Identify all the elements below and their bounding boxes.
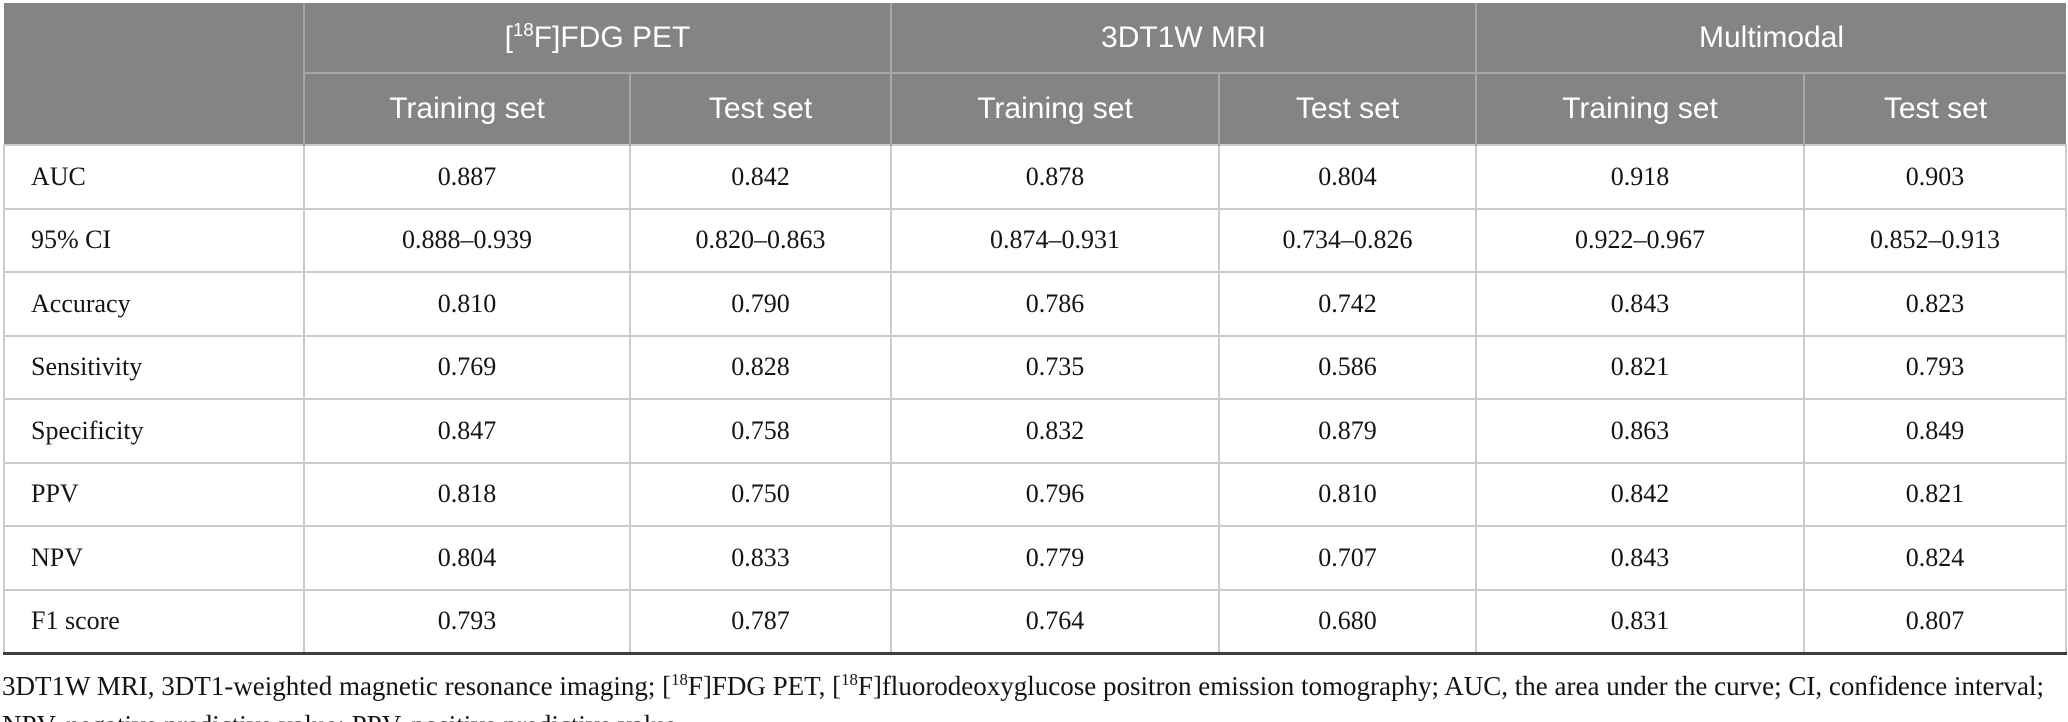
value-cell: 0.843 (1475, 525, 1806, 591)
table-row-npv: NPV 0.804 0.833 0.779 0.707 0.843 0.824 (3, 525, 2068, 591)
value-cell: 0.779 (890, 525, 1221, 591)
table-row-auc: AUC 0.887 0.842 0.878 0.804 0.918 0.903 (3, 144, 2068, 210)
value-cell: 0.847 (303, 398, 631, 464)
column-group-3dt1w-mri: 3DT1W MRI (890, 3, 1477, 74)
value-cell: 0.852–0.913 (1803, 207, 2068, 273)
row-label: F1 score (3, 588, 305, 655)
value-cell: 0.888–0.939 (303, 207, 631, 273)
row-label: Accuracy (3, 271, 305, 337)
value-cell: 0.821 (1803, 461, 2068, 527)
pet-label-pre: [ (504, 20, 513, 54)
value-cell: 0.820–0.863 (628, 207, 893, 273)
value-cell: 0.832 (890, 398, 1221, 464)
subheader-multimodal-training: Training set (1475, 73, 1805, 145)
subheader-pet-test: Test set (628, 73, 892, 145)
subheader-multimodal-test: Test set (1803, 73, 2067, 145)
footnote-superscript-18-first: 18 (671, 670, 688, 689)
table-header: [18F]FDG PET 3DT1W MRI Multimodal Traini… (4, 3, 2067, 145)
value-cell: 0.804 (303, 525, 631, 591)
value-cell: 0.833 (628, 525, 893, 591)
pet-label-post: F]FDG PET (533, 20, 691, 54)
value-cell: 0.849 (1803, 398, 2068, 464)
value-cell: 0.758 (628, 398, 893, 464)
value-cell: 0.823 (1803, 271, 2068, 337)
value-cell: 0.831 (1475, 588, 1806, 655)
value-cell: 0.804 (1218, 144, 1478, 210)
header-group-row: [18F]FDG PET 3DT1W MRI Multimodal (4, 3, 2067, 145)
value-cell: 0.810 (1218, 461, 1478, 527)
table-row-accuracy: Accuracy 0.810 0.790 0.786 0.742 0.843 0… (3, 271, 2068, 337)
value-cell: 0.764 (890, 588, 1221, 655)
table-row-f1-score: F1 score 0.793 0.787 0.764 0.680 0.831 0… (3, 588, 2068, 655)
row-label: 95% CI (3, 207, 305, 273)
row-label: Specificity (3, 398, 305, 464)
column-group-fdg-pet: [18F]FDG PET (304, 3, 892, 74)
header-sub-row: Training set Test set Training set Test … (4, 73, 2067, 145)
value-cell: 0.786 (890, 271, 1221, 337)
row-label: Sensitivity (3, 334, 305, 400)
table-footnote: 3DT1W MRI, 3DT1-weighted magnetic resona… (2, 667, 2064, 722)
footnote-text-part2: F]FDG PET, [ (687, 671, 842, 701)
column-group-multimodal: Multimodal (1475, 3, 2067, 74)
value-cell: 0.878 (890, 144, 1221, 210)
value-cell: 0.818 (303, 461, 631, 527)
value-cell: 0.750 (628, 461, 893, 527)
table-row-ppv: PPV 0.818 0.750 0.796 0.810 0.842 0.821 (3, 461, 2068, 527)
table-row-sensitivity: Sensitivity 0.769 0.828 0.735 0.586 0.82… (3, 334, 2068, 400)
subheader-mri-test: Test set (1218, 73, 1477, 145)
value-cell: 0.735 (890, 334, 1221, 400)
value-cell: 0.922–0.967 (1475, 207, 1806, 273)
value-cell: 0.793 (303, 588, 631, 655)
table-row-specificity: Specificity 0.847 0.758 0.832 0.879 0.86… (3, 398, 2068, 464)
value-cell: 0.874–0.931 (890, 207, 1221, 273)
footnote-superscript-18-second: 18 (841, 670, 858, 689)
row-label: PPV (3, 461, 305, 527)
value-cell: 0.793 (1803, 334, 2068, 400)
value-cell: 0.807 (1803, 588, 2068, 655)
value-cell: 0.918 (1475, 144, 1806, 210)
value-cell: 0.842 (628, 144, 893, 210)
row-label: NPV (3, 525, 305, 591)
value-cell: 0.821 (1475, 334, 1806, 400)
value-cell: 0.796 (890, 461, 1221, 527)
value-cell: 0.787 (628, 588, 893, 655)
table-body: AUC 0.887 0.842 0.878 0.804 0.918 0.903 … (3, 144, 2068, 655)
value-cell: 0.810 (303, 271, 631, 337)
value-cell: 0.828 (628, 334, 893, 400)
value-cell: 0.824 (1803, 525, 2068, 591)
header-corner-cell (4, 3, 305, 145)
row-label: AUC (3, 144, 305, 210)
value-cell: 0.742 (1218, 271, 1478, 337)
table-row-95ci: 95% CI 0.888–0.939 0.820–0.863 0.874–0.9… (3, 207, 2068, 273)
value-cell: 0.680 (1218, 588, 1478, 655)
value-cell: 0.879 (1218, 398, 1478, 464)
value-cell: 0.843 (1475, 271, 1806, 337)
value-cell: 0.842 (1475, 461, 1806, 527)
footnote-text-part3: F]fluorodeoxyglucose positron emission t… (2, 671, 2045, 722)
value-cell: 0.707 (1218, 525, 1478, 591)
value-cell: 0.903 (1803, 144, 2068, 210)
value-cell: 0.863 (1475, 398, 1806, 464)
value-cell: 0.769 (303, 334, 631, 400)
model-performance-table: [18F]FDG PET 3DT1W MRI Multimodal Traini… (3, 3, 2068, 655)
footnote-text-part1: 3DT1W MRI, 3DT1-weighted magnetic resona… (2, 671, 672, 701)
value-cell: 0.887 (303, 144, 631, 210)
subheader-mri-training: Training set (890, 73, 1220, 145)
subheader-pet-training: Training set (304, 73, 630, 145)
value-cell: 0.790 (628, 271, 893, 337)
value-cell: 0.734–0.826 (1218, 207, 1478, 273)
pet-label-superscript: 18 (513, 18, 534, 40)
value-cell: 0.586 (1218, 334, 1478, 400)
